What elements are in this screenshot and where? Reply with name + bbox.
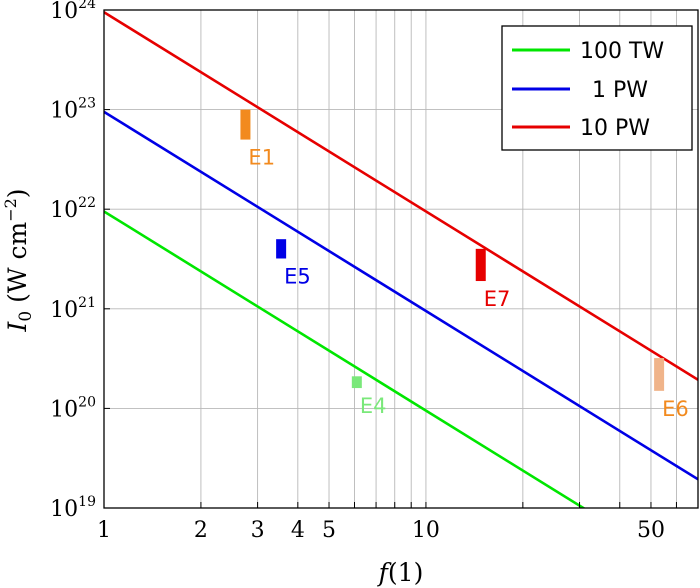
x-tick-labels: 1 2 3 4 5 10 50 — [97, 502, 699, 543]
plot-frame — [103, 9, 699, 509]
x-tick-label: 50 — [637, 518, 665, 543]
y-tick-label: 1019 — [50, 494, 96, 522]
annotation-bar-e4 — [351, 376, 362, 389]
annotation-bar-e6 — [654, 358, 665, 391]
y-tick-labels: 1019 1020 1021 1022 1023 1024 — [50, 0, 110, 522]
y-axis-label-sub: 0 — [16, 311, 36, 322]
y-tick-label: 1024 — [50, 0, 96, 24]
annotations: E1 E5 E4 E7 E6 — [240, 109, 689, 421]
annotation-label-e7: E7 — [484, 287, 511, 311]
annotation-label-e5: E5 — [284, 264, 311, 288]
y-tick-label: 1020 — [50, 394, 96, 422]
x-tick-label: 4 — [291, 518, 305, 543]
series-line-3 — [104, 11, 698, 381]
annotation-label-e1: E1 — [248, 146, 275, 170]
series-line-2 — [104, 110, 698, 481]
y-tick-label: 1022 — [50, 195, 96, 223]
legend-label-1pw: 1 PW — [592, 78, 648, 103]
legend-label-10pw: 10 PW — [580, 116, 650, 141]
y-axis-label-unit-exp: −2 — [1, 198, 20, 222]
annotation-label-e4: E4 — [360, 394, 387, 418]
x-tick-label: 10 — [412, 518, 440, 543]
series-line-1 — [104, 210, 586, 508]
y-axis-label: I0 (W cm−2) — [1, 188, 36, 332]
x-tick-label: 5 — [322, 518, 336, 543]
y-tick-label: 1023 — [50, 96, 96, 124]
y-axis-label-unit-close: ) — [3, 188, 32, 198]
legend: 100 TW 1 PW 10 PW — [501, 25, 693, 151]
x-axis-label-unit: (1) — [388, 558, 423, 587]
x-tick-label: 3 — [251, 518, 265, 543]
annotation-bar-e1 — [240, 109, 251, 140]
x-tick-label: 2 — [194, 518, 208, 543]
annotation-label-e6: E6 — [662, 397, 689, 421]
x-tick-label: 1 — [97, 518, 111, 543]
annotation-bar-e5 — [276, 239, 287, 259]
legend-label-100tw: 100 TW — [580, 39, 664, 64]
x-axis-label: f(1) — [377, 558, 424, 587]
y-tick-label: 1021 — [50, 295, 96, 323]
series-lines — [104, 11, 698, 508]
y-axis-label-var: I — [3, 321, 32, 333]
y-axis-label-unit: (W cm — [3, 222, 32, 311]
annotation-bar-e7 — [475, 248, 486, 282]
x-axis-label-var: f — [377, 558, 392, 587]
